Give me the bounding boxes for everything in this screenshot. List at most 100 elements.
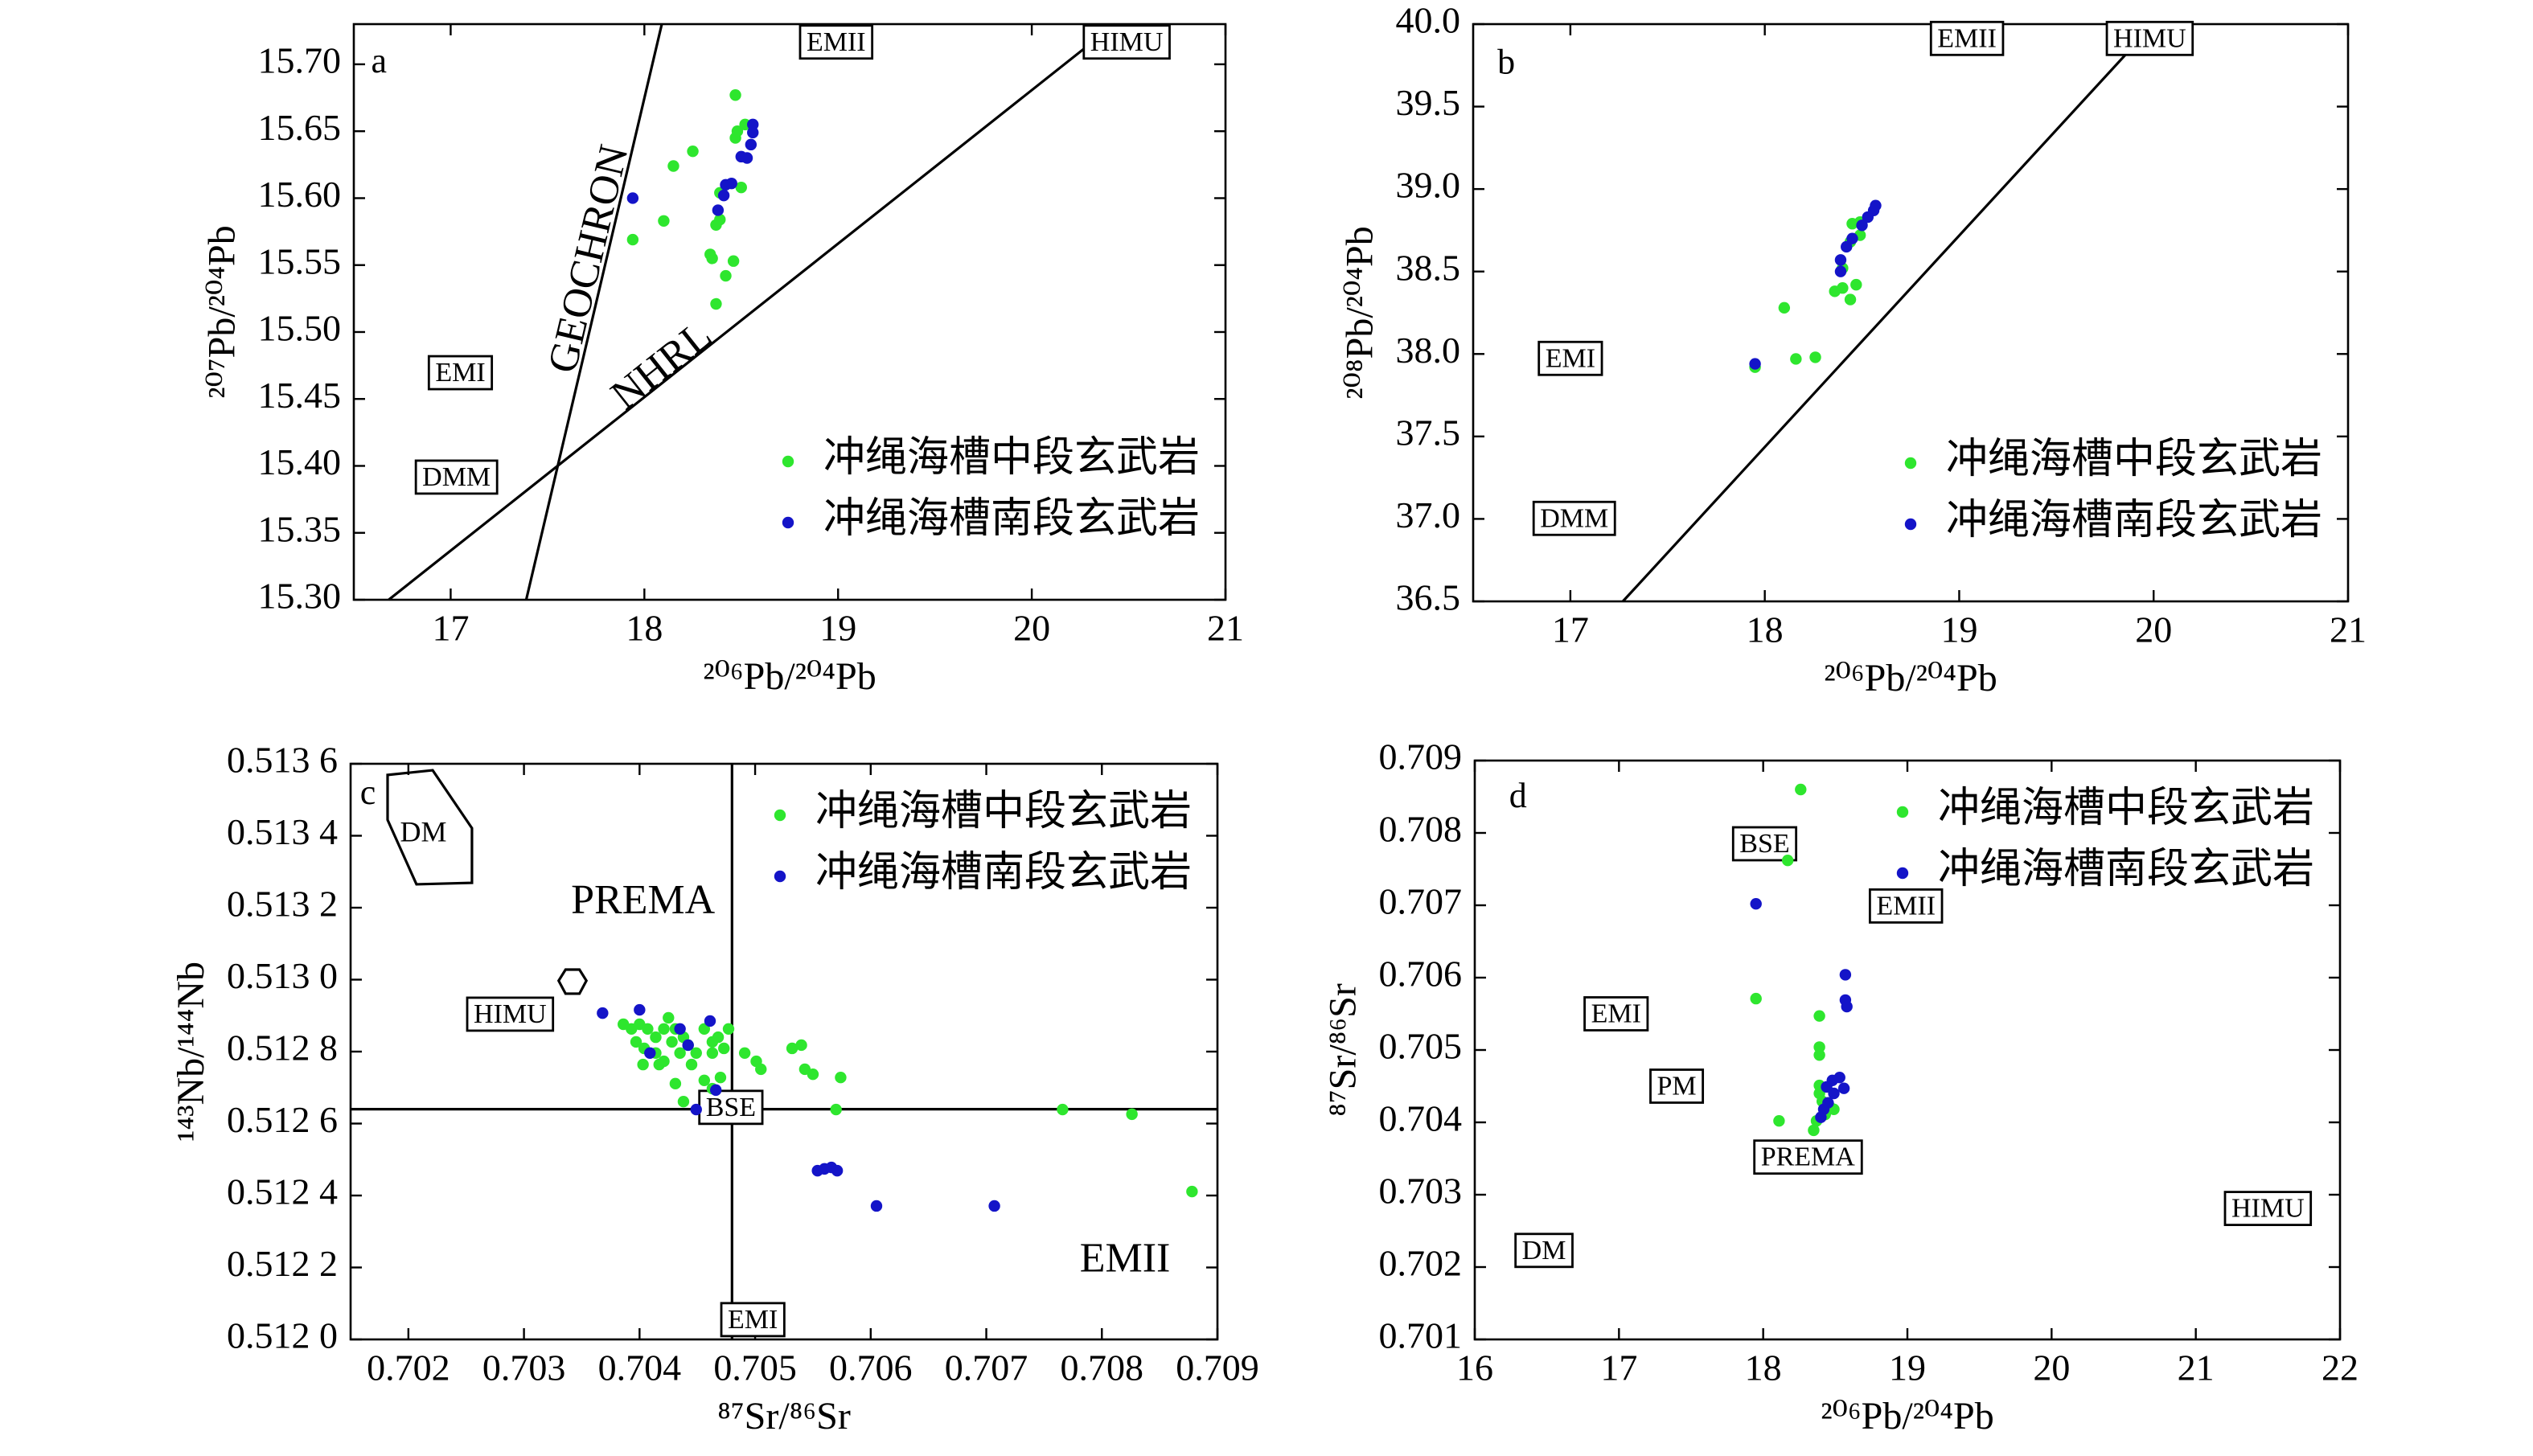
annotation-box (1082, 24, 1171, 60)
annotation-box (1731, 826, 1798, 862)
point (1795, 783, 1807, 796)
reference-line (388, 23, 1116, 601)
point (626, 233, 639, 246)
point (663, 1011, 675, 1024)
y-tick-label: 0.708 (1379, 809, 1463, 850)
annotation: HIMU (2113, 23, 2186, 53)
legend-label: 冲绳海槽中段玄武岩 (1938, 785, 2314, 831)
y-tick-label: 15.65 (258, 107, 342, 148)
point (1750, 992, 1762, 1005)
point (714, 213, 726, 226)
y-tick-label: 0.701 (1379, 1315, 1463, 1356)
y-axis-label: ²⁰⁷Pb/²⁰⁴Pb (201, 225, 244, 398)
y-axis-label: ¹⁴³Nb/¹⁴⁴Nb (170, 962, 212, 1142)
annotation: PM (1657, 1071, 1696, 1101)
point (722, 1023, 735, 1036)
panel: 16 17 18 19 20 21 22 0.701 0.702 0.703 0.704 0.705 0… (1322, 736, 2359, 1438)
x-tick-label: 19 (1889, 1347, 1926, 1388)
annotation: EMI (1546, 343, 1595, 373)
point (637, 1058, 649, 1071)
field (386, 769, 474, 886)
x-tick-label: 19 (819, 608, 856, 649)
annotation: PREMA (571, 877, 716, 923)
field (556, 968, 589, 995)
point (687, 145, 699, 158)
x-axis-label: ²⁰⁶Pb/²⁰⁴Pb (703, 655, 876, 698)
annotation: DMM (1540, 503, 1608, 533)
point (727, 255, 740, 267)
point (706, 252, 718, 265)
x-tick-label: 21 (2178, 1347, 2215, 1388)
legend-marker (782, 455, 794, 468)
annotation-box (427, 355, 494, 391)
point (674, 1047, 686, 1059)
point (626, 192, 639, 204)
point (1790, 353, 1802, 365)
annotation: EMII (1876, 891, 1936, 921)
y-tick-label: 0.513 2 (227, 884, 338, 925)
annotation-box (698, 1089, 764, 1126)
point (1808, 1124, 1820, 1137)
point (1833, 1072, 1845, 1084)
point (831, 1164, 844, 1177)
y-tick-label: 0.705 (1379, 1026, 1463, 1067)
legend-marker (1896, 867, 1909, 880)
point (835, 1072, 847, 1084)
point (630, 1036, 642, 1048)
point (1862, 211, 1874, 224)
point (1850, 278, 1862, 291)
point (988, 1200, 1000, 1212)
point (1778, 301, 1791, 314)
legend-label: 冲绳海槽中段玄武岩 (1946, 437, 2322, 482)
point (634, 1003, 646, 1016)
annotation-box (720, 1302, 786, 1338)
point (1837, 282, 1849, 294)
x-axis-label: ²⁰⁶Pb/²⁰⁴Pb (1824, 657, 1997, 699)
annotation: EMII (1080, 1236, 1171, 1282)
x-tick-label: 21 (2330, 609, 2367, 650)
y-tick-label: 15.55 (258, 240, 342, 281)
point (597, 1007, 609, 1019)
point (1809, 351, 1821, 363)
point (698, 1023, 711, 1036)
y-tick-label: 0.707 (1379, 881, 1463, 922)
point (1750, 898, 1762, 910)
point (685, 1058, 698, 1071)
legend-marker (782, 516, 794, 529)
annotation: BSE (1739, 829, 1789, 859)
line-label: GEOCHRON (540, 141, 638, 377)
y-tick-label: 0.513 0 (227, 955, 338, 996)
y-tick-label: 15.40 (258, 441, 342, 482)
annotation: EMII (1937, 23, 1997, 53)
annotation-box (798, 24, 874, 60)
point (658, 215, 670, 227)
y-tick-label: 39.5 (1396, 82, 1461, 123)
annotation: PREMA (1761, 1142, 1856, 1172)
point (714, 1072, 727, 1084)
annotation-box (1868, 888, 1944, 924)
legend-label: 冲绳海槽南段玄武岩 (815, 850, 1192, 896)
x-tick-label: 0.705 (713, 1347, 797, 1388)
y-tick-label: 0.702 (1379, 1243, 1463, 1284)
annotation: EMII (807, 27, 866, 57)
x-axis-label: ²⁰⁶Pb/²⁰⁴Pb (1821, 1395, 1993, 1438)
annotation-box (1753, 1139, 1863, 1175)
plot-frame (1472, 23, 2350, 603)
point (712, 204, 725, 216)
point (669, 1077, 682, 1090)
y-tick-label: 38.0 (1396, 330, 1461, 371)
annotation: a (372, 41, 388, 80)
point (698, 1074, 711, 1087)
y-tick-label: 0.706 (1379, 954, 1463, 995)
annotation-box (1514, 1232, 1574, 1269)
point (1834, 254, 1847, 266)
y-tick-label: 0.512 2 (227, 1243, 338, 1284)
point (704, 1015, 716, 1027)
point (1773, 1115, 1785, 1127)
point (644, 1047, 656, 1059)
annotation: HIMU (2231, 1194, 2305, 1224)
annotation: c (360, 773, 376, 812)
x-tick-label: 20 (1013, 608, 1050, 649)
y-tick-label: 0.512 8 (227, 1027, 338, 1068)
point (674, 1023, 686, 1036)
